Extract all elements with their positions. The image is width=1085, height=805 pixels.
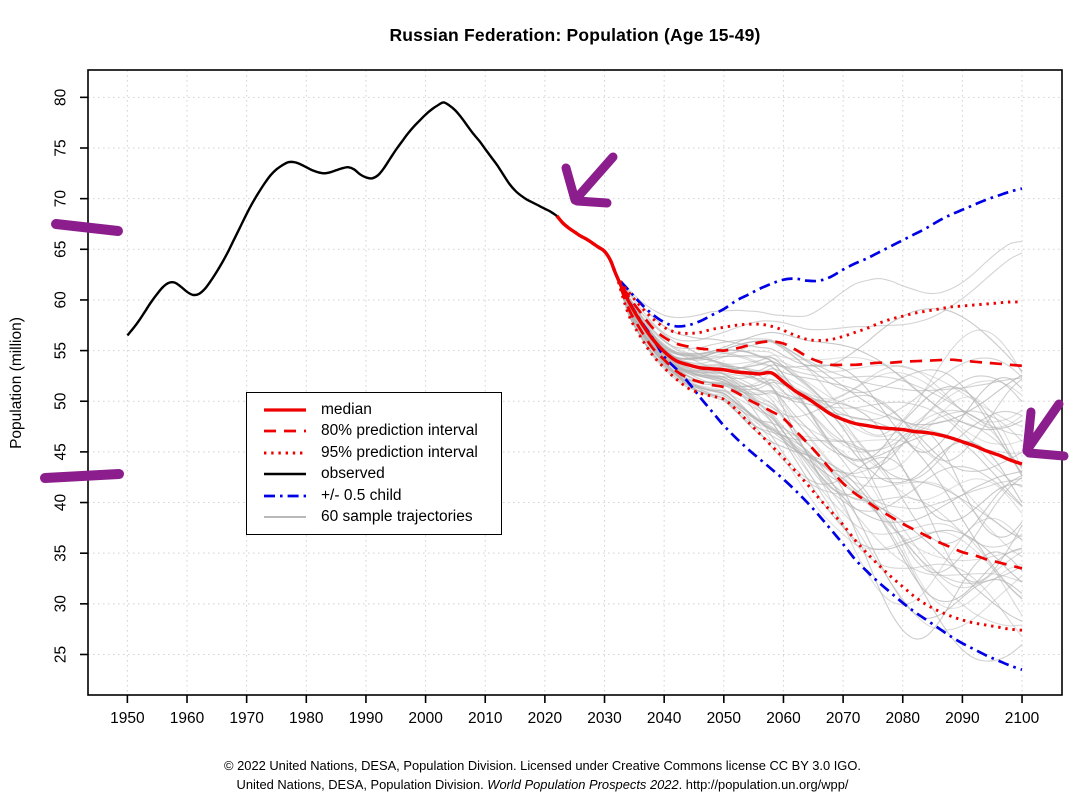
y-tick-label: 75 [52,139,69,156]
x-tick-label: 2040 [647,710,682,727]
trajectory-line [556,215,1023,583]
legend-line-swatch-trajectories [264,508,306,526]
x-tick-label: 1970 [229,710,264,727]
series-observed [126,101,558,337]
trajectory-line [556,215,1023,600]
legend-item-80pi: 80% prediction interval [264,421,501,441]
x-tick-label: 1980 [289,710,324,727]
x-tick-label: 2060 [766,710,801,727]
trajectory-line [556,215,1023,476]
x-tick-label: 2100 [1005,710,1040,727]
trajectory-line [556,215,1023,631]
legend-label: 80% prediction interval [321,422,478,440]
footer-line-2: United Nations, DESA, Population Divisio… [0,776,1085,795]
legend-label: observed [321,465,385,483]
legend: median 80% prediction interval 95% predi… [246,392,502,535]
y-tick-label: 45 [52,443,69,460]
legend-item-trajectories: 60 sample trajectories [264,507,501,527]
y-axis-label: Population (million) [8,317,25,449]
legend-line-swatch-80pi [264,422,306,440]
legend-label: +/- 0.5 child [321,486,402,504]
y-tick-label: 50 [52,392,69,410]
legend-item-half-child: +/- 0.5 child [264,486,501,506]
x-tick-label: 2020 [528,710,563,727]
x-tick-label: 2000 [408,710,443,727]
plot-data [126,101,1023,671]
y-tick-label: 55 [52,342,69,359]
footer-publication: World Population Prospects 2022 [487,776,679,792]
y-tick-label: 25 [52,646,69,663]
x-tick-label: 2070 [826,710,861,727]
legend-line-swatch-median [264,401,306,419]
y-tick-label: 30 [52,595,69,613]
y-tick-label: 60 [52,291,69,309]
trajectory-line [556,215,1023,426]
series-pi95_lower [555,214,1023,632]
trajectory-line [556,215,1023,541]
y-tick-label: 65 [52,241,69,258]
x-tick-label: 2010 [468,710,503,727]
x-tick-label: 2080 [886,710,921,727]
trajectory-line [556,215,1023,589]
legend-item-median: median [264,400,501,420]
trajectory-line [556,215,1023,475]
legend-label: 60 sample trajectories [321,508,473,526]
purple-mark-left-43 [40,469,124,483]
series-pi80_lower [555,214,1023,570]
legend-line-swatch-95pi [264,444,306,462]
y-tick-label: 40 [52,494,69,512]
purple-arrow-projection-start [561,152,618,208]
axis-tick-labels: 1950 1960 1970 1980 1990 2000 2010 2020 2030 2040… [52,88,1039,727]
trajectory-line [556,215,1023,548]
trajectory-line [556,215,1023,423]
footer-source: United Nations, DESA, Population Divisio… [236,776,488,792]
footer-line-1: © 2022 United Nations, DESA, Population … [224,758,861,773]
trajectory-line [556,215,1023,452]
trajectory-line [556,215,1023,470]
grid [88,70,1062,695]
legend-label: 95% prediction interval [321,443,478,461]
x-tick-label: 2030 [587,710,622,727]
series-pi80_upper [555,214,1023,368]
legend-item-observed: observed [264,464,501,484]
footer-url: . http://population.un.org/wpp/ [678,776,849,792]
y-tick-label: 35 [52,545,69,562]
footer: © 2022 United Nations, DESA, Population … [0,757,1085,794]
x-tick-label: 1990 [349,710,384,727]
legend-label: median [321,400,372,418]
x-tick-label: 1950 [110,710,145,727]
trajectory-line [556,215,1023,599]
trajectory-line [556,215,1023,603]
y-tick-label: 80 [52,88,69,106]
axis-ticks [80,96,1023,703]
x-tick-label: 1960 [170,710,205,727]
chart-title: Russian Federation: Population (Age 15-4… [389,25,761,45]
trajectory-line [556,215,1023,619]
series-median [555,214,1023,466]
purple-annotations [40,152,1069,483]
legend-item-95pi: 95% prediction interval [264,443,501,463]
purple-mark-left-67 [51,219,123,236]
x-tick-label: 2050 [707,710,742,727]
trajectory-line [556,215,1023,319]
legend-line-swatch-half-child [264,487,306,505]
legend-line-swatch-observed [264,465,306,483]
purple-arrow-median-end [1022,399,1069,461]
plot-frame [87,69,1063,696]
y-tick-label: 70 [52,190,69,208]
x-tick-label: 2090 [945,710,980,727]
